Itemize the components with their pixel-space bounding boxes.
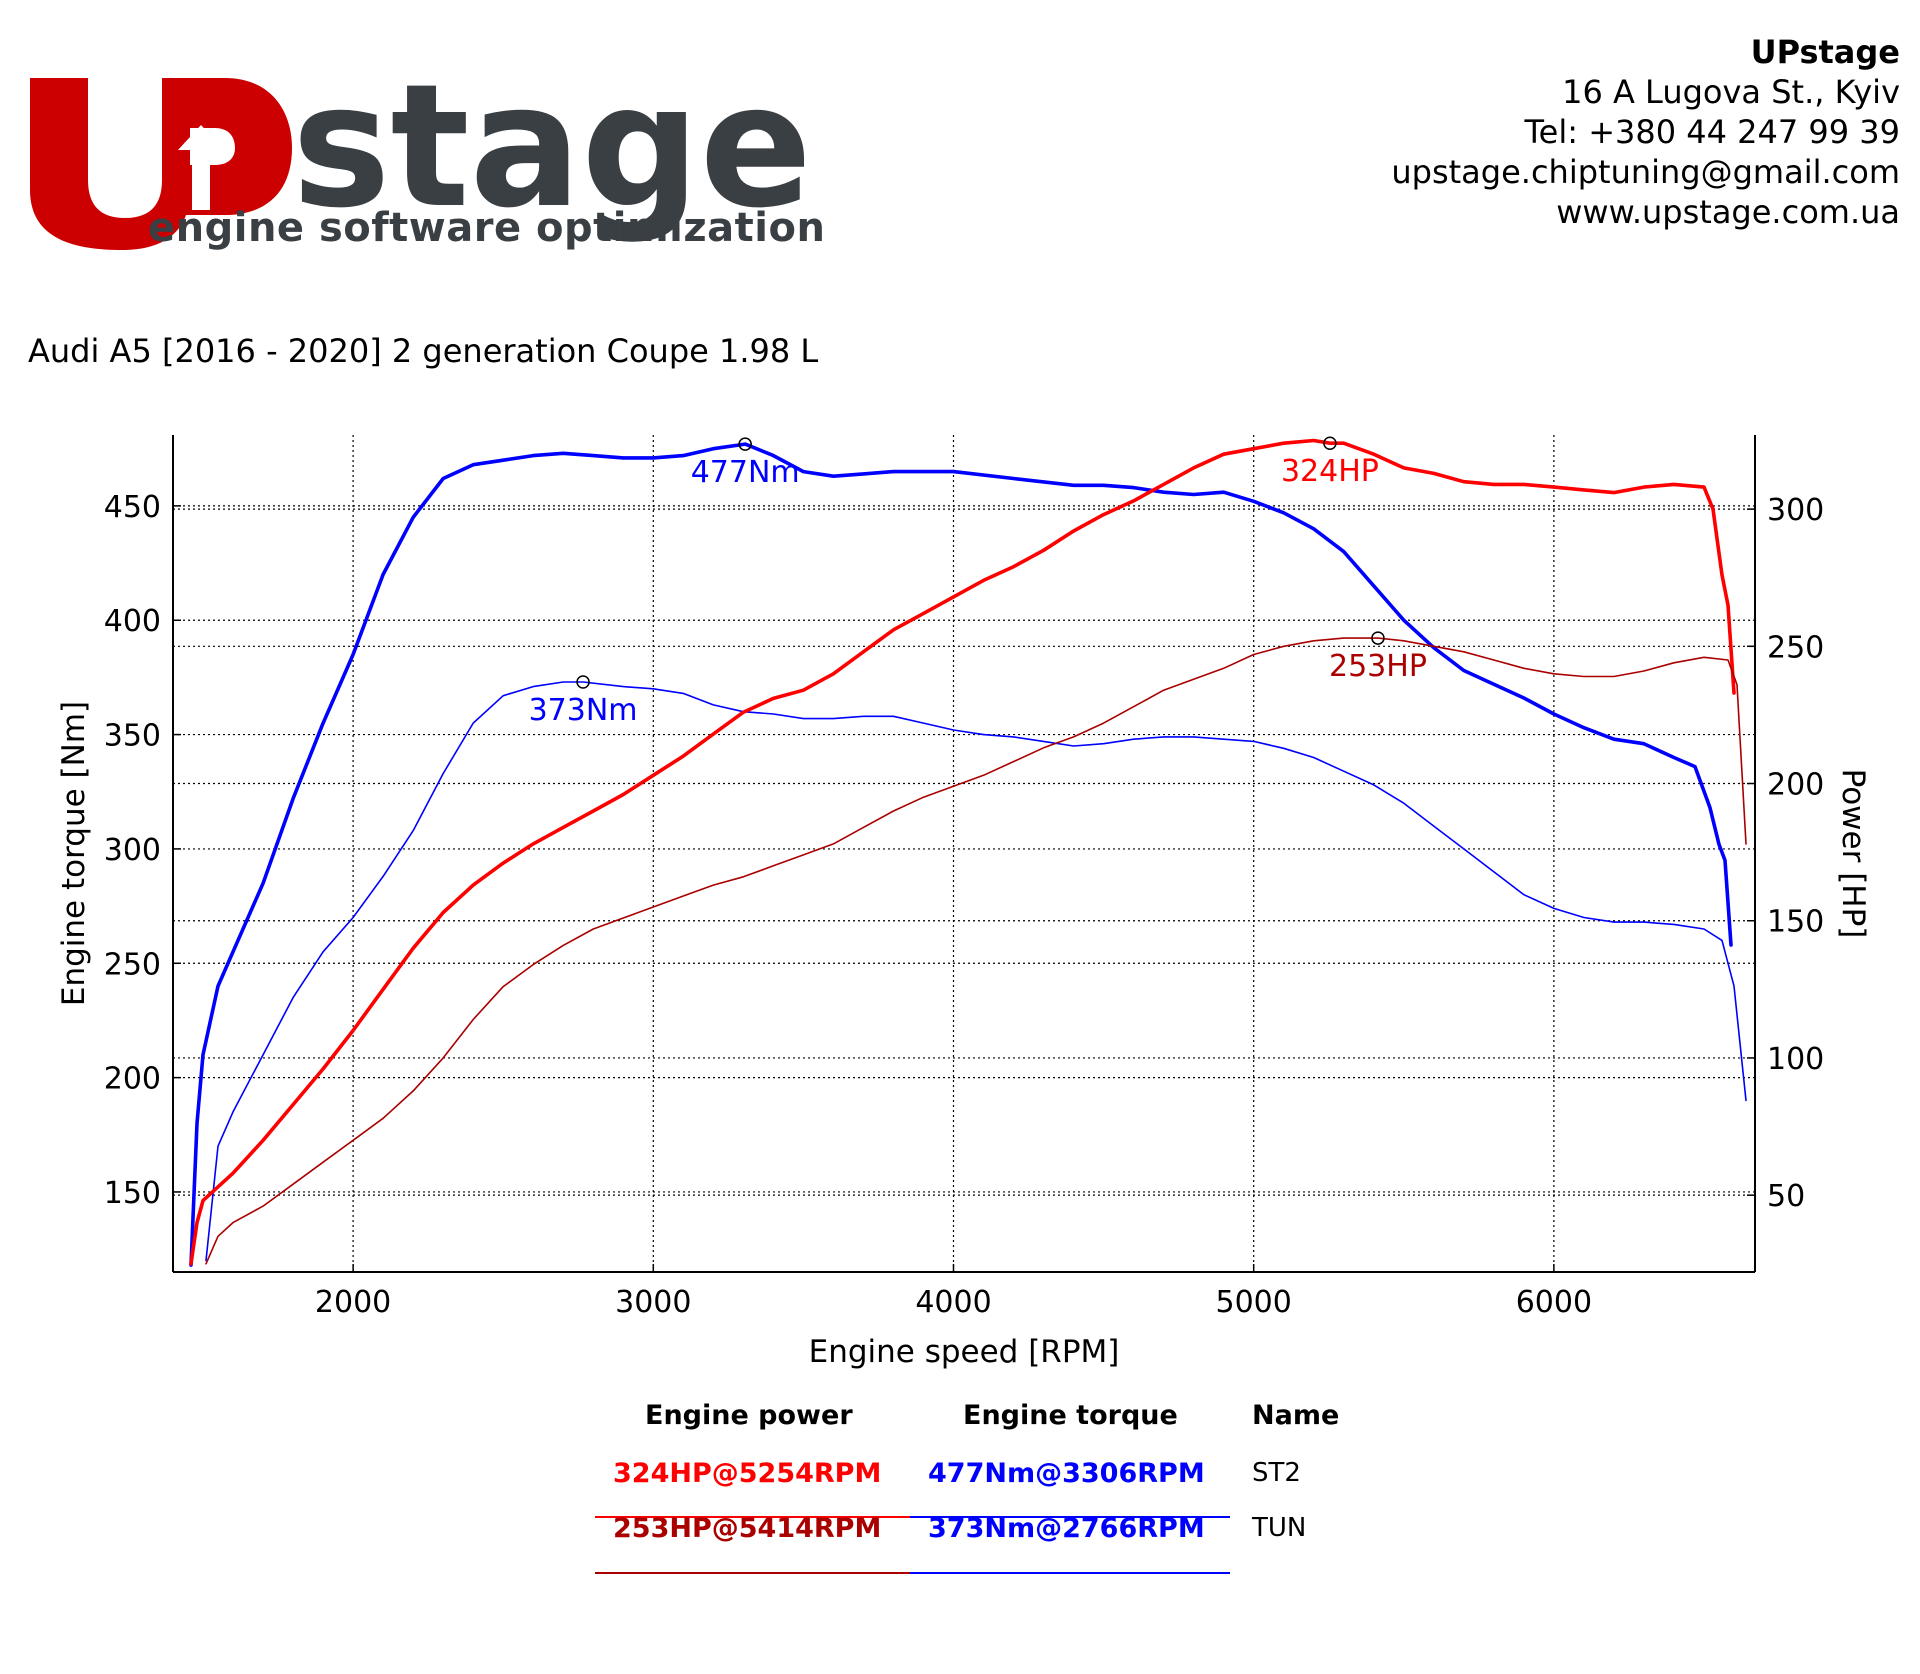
row-st2-torque: 477Nm@3306RPM (928, 1458, 1205, 1489)
x-tick-label-6000: 6000 (1516, 1285, 1592, 1320)
series-tun-power-line (205, 637, 1747, 1265)
row-tun-torque-underline (910, 1572, 1230, 1574)
x-tick-label-5000: 5000 (1216, 1285, 1292, 1320)
row-tun-torque: 373Nm@2766RPM (928, 1513, 1205, 1544)
row-st2-power-underline (595, 1516, 910, 1518)
row-tun-power: 253HP@5414RPM (613, 1513, 882, 1544)
header-engine-power: Engine power (645, 1400, 853, 1431)
series-st2-power-line (189, 438, 1736, 1266)
x-axis-label: Engine speed [RPM] (809, 1334, 1120, 1370)
x-tick-label-4000: 4000 (915, 1285, 991, 1320)
dyno-chart: 2000 3000 4000 5000 6000 150 200 250 300 350 400 45… (56, 435, 1871, 1370)
y-left-tick-label-300: 300 (104, 833, 161, 868)
y-right-tick-label-200: 200 (1767, 768, 1824, 803)
header-engine-torque: Engine torque (963, 1400, 1178, 1431)
labels-layer: 477Nm 373Nm 324HP 253HP (529, 436, 1427, 728)
peak-marker-tun-torque (576, 675, 590, 689)
y-right-tick-label-50: 50 (1767, 1179, 1805, 1214)
x-tick-label-2000: 2000 (315, 1285, 391, 1320)
upstage-logo: stage (30, 70, 812, 250)
logo-u-shape (30, 78, 190, 250)
axes-layer: 2000 3000 4000 5000 6000 150 200 250 300 350 400 45… (56, 435, 1871, 1370)
company-address: 16 A Lugova St., Kyiv (1562, 73, 1900, 111)
contact-block: UPstage 16 A Lugova St., Kyiv Tel: +380 … (1391, 32, 1900, 232)
y-left-tick-label-400: 400 (104, 604, 161, 639)
y-right-axis-label: Power [HP] (1835, 769, 1871, 939)
x-tick-label-3000: 3000 (615, 1285, 691, 1320)
grid-layer (173, 435, 1755, 1272)
car-title: Audi A5 [2016 - 2020] 2 generation Coupe… (28, 332, 819, 370)
row-tun-name: TUN (1252, 1513, 1307, 1543)
company-email[interactable]: upstage.chiptuning@gmail.com (1391, 153, 1900, 191)
peak-label-tun-torque: 373Nm (529, 693, 638, 728)
series-layer (189, 438, 1747, 1267)
arrow-up-icon (178, 125, 224, 210)
peak-marker-st2-power (1323, 436, 1337, 450)
y-left-tick-label-250: 250 (104, 947, 161, 982)
company-phone: Tel: +380 44 247 99 39 (1524, 113, 1900, 151)
y-left-tick-label-350: 350 (104, 719, 161, 754)
peak-label-st2-torque: 477Nm (691, 455, 800, 490)
header-name: Name (1252, 1400, 1340, 1431)
logo-tagline: engine software optimization (148, 205, 826, 251)
row-tun-power-underline (595, 1572, 910, 1574)
company-name: UPstage (1750, 33, 1900, 71)
y-left-tick-label-200: 200 (104, 1062, 161, 1097)
row-st2-torque-underline (910, 1516, 1230, 1518)
peak-marker-tun-power (1371, 631, 1385, 645)
peak-marker-st2-torque (738, 437, 752, 451)
row-st2-power: 324HP@5254RPM (613, 1458, 882, 1489)
series-st2-torque-line (189, 442, 1733, 1267)
y-right-tick-label-300: 300 (1767, 493, 1824, 528)
company-website[interactable]: www.upstage.com.ua (1556, 193, 1900, 231)
row-st2-name: ST2 (1252, 1458, 1301, 1488)
logo-wordmark-stage: stage (292, 70, 812, 246)
y-right-tick-label-150: 150 (1767, 905, 1824, 940)
peak-label-st2-power: 324HP (1281, 454, 1379, 489)
y-left-tick-label-450: 450 (104, 490, 161, 525)
series-tun-torque-line (205, 681, 1747, 1262)
y-left-tick-label-150: 150 (104, 1176, 161, 1211)
peak-label-tun-power: 253HP (1329, 649, 1427, 684)
y-left-axis-label: Engine torque [Nm] (56, 701, 92, 1006)
y-right-tick-label-100: 100 (1767, 1042, 1824, 1077)
y-right-tick-label-250: 250 (1767, 630, 1824, 665)
